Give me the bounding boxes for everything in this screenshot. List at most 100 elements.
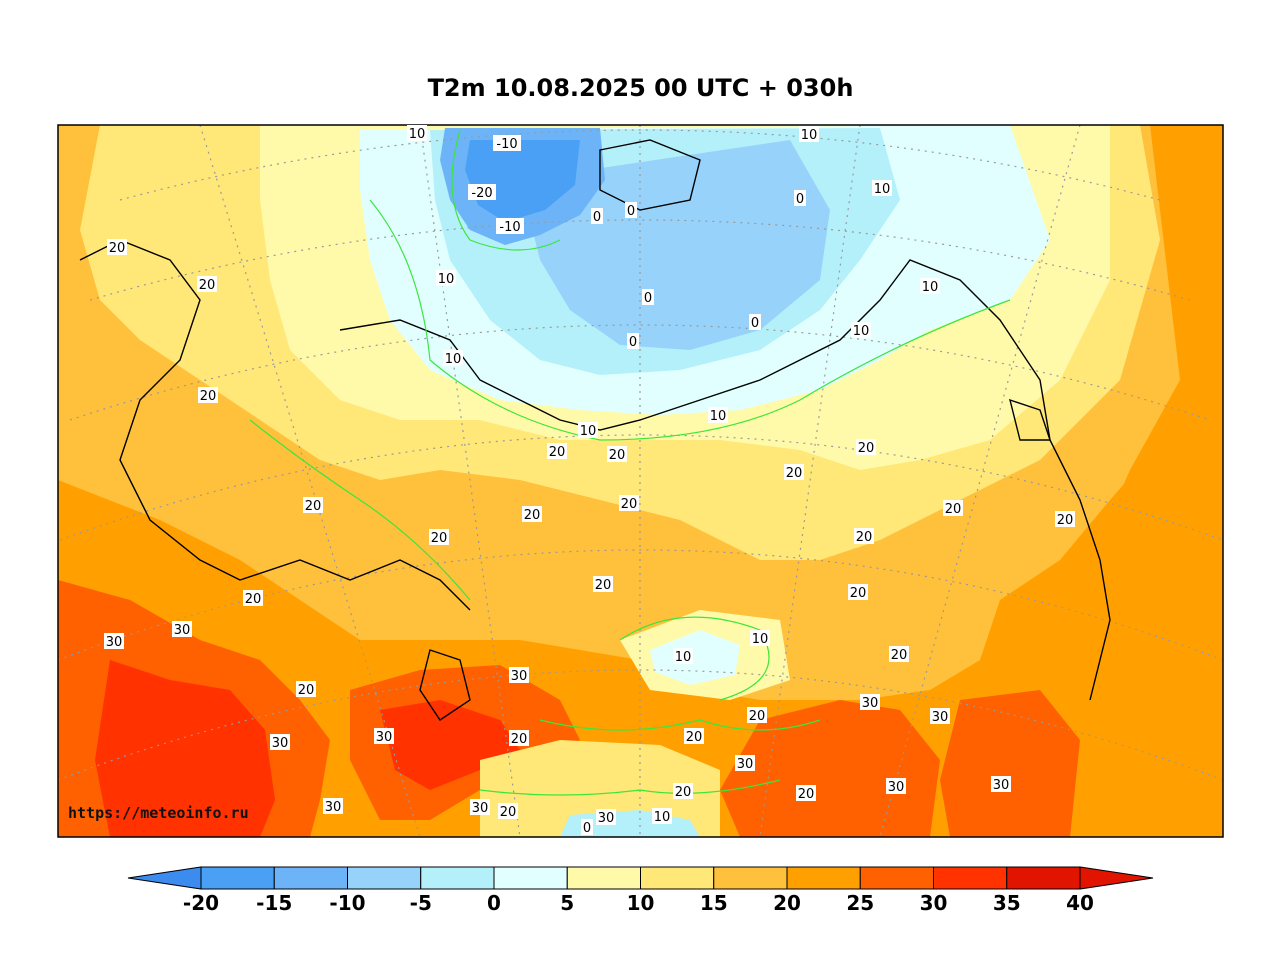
map-fields: [58, 125, 1223, 837]
contour-label: 20: [749, 709, 766, 724]
contour-label-bg: [889, 646, 909, 662]
contour-label-bg: [509, 667, 529, 683]
colorbar-cell: [566, 866, 641, 890]
contour-label: 30: [174, 623, 191, 638]
contour-label: 10: [710, 409, 727, 424]
contour-label: 10: [922, 280, 939, 295]
contour-labels: 10 -10 -20 -10 0 0 10 10 0 20 20 10 0 10 0 10 0 10 20 10 10 2…: [104, 125, 1075, 836]
contour-label: 10: [409, 127, 426, 142]
contour-label: -10: [496, 137, 517, 152]
colorbar-tick-label: -5: [410, 891, 432, 915]
contour-label-bg: [270, 734, 290, 750]
watermark: https://meteoinfo.ru: [68, 804, 249, 822]
field-minus5-0: [520, 140, 830, 350]
colorbar-cells: [200, 866, 1081, 890]
graticule: [58, 125, 1223, 837]
contour-label: 10: [438, 272, 455, 287]
field-35-40-west: [95, 660, 275, 837]
contour-label-bg: [496, 218, 524, 234]
colorbar-cell: [713, 866, 788, 890]
contour-label-bg: [1055, 511, 1075, 527]
colorbar-cell: [200, 866, 275, 890]
contour-label-bg: [860, 694, 880, 710]
contour-label-bg: [794, 190, 806, 206]
field-30-35-east: [720, 700, 940, 837]
colorbar-tick-label: 30: [920, 891, 948, 915]
contour-label: 20: [524, 508, 541, 523]
contour-label-bg: [493, 135, 521, 151]
colorbar-tick-label: 0: [487, 891, 501, 915]
contour-label-bg: [593, 576, 613, 592]
contour-label-bg: [851, 322, 871, 338]
contour-label-bg: [578, 422, 598, 438]
contour-label-bg: [509, 730, 529, 746]
contour-label-bg: [930, 708, 950, 724]
contour-label-bg: [854, 528, 874, 544]
contour-label-bg: [591, 208, 603, 224]
contour-label: -10: [499, 220, 520, 235]
contour-label-bg: [735, 755, 755, 771]
colorbar-cell: [347, 866, 422, 890]
map-title: T2m 10.08.2025 00 UTC + 030h: [427, 74, 854, 102]
contour-label: -20: [471, 186, 492, 201]
contour-label-bg: [991, 776, 1011, 792]
colorbar-tick-label: 40: [1066, 891, 1094, 915]
contour-label-bg: [197, 276, 217, 292]
isolines: [249, 129, 1011, 796]
colorbar-cell: [420, 866, 495, 890]
contour-label: 20: [200, 389, 217, 404]
colorbar-tick-label: -10: [329, 891, 365, 915]
colorbar-cell: [273, 866, 348, 890]
contour-label-bg: [547, 443, 567, 459]
map-frame: [57, 124, 1224, 838]
contour-label-bg: [296, 681, 316, 697]
contour-label: 10: [853, 324, 870, 339]
field-cool-mongolia-core: [650, 630, 740, 685]
contour-label-bg: [243, 590, 263, 606]
contour-label-bg: [407, 125, 427, 141]
contour-label: 20: [511, 732, 528, 747]
contour-label: 20: [786, 466, 803, 481]
contour-label: 0: [644, 291, 652, 306]
contour-label: 10: [874, 182, 891, 197]
contour-label-bg: [673, 783, 693, 799]
contour-label: 20: [500, 805, 517, 820]
contour-label: 20: [1057, 513, 1074, 528]
contour-label: 20: [199, 278, 216, 293]
contour-label: 10: [801, 128, 818, 143]
contour-label: 20: [109, 241, 126, 256]
colorbar-cell: [859, 866, 934, 890]
contour-label: 30: [472, 801, 489, 816]
contour-label: 20: [431, 531, 448, 546]
contour-label-bg: [796, 785, 816, 801]
contour-label: 0: [583, 821, 591, 836]
contour-label-bg: [684, 728, 704, 744]
contour-label-bg: [470, 799, 490, 815]
contour-label-bg: [856, 439, 876, 455]
contour-label-bg: [104, 633, 124, 649]
contour-label-bg: [443, 350, 463, 366]
contour-label-bg: [799, 126, 819, 142]
contour-label-bg: [323, 798, 343, 814]
contour-label-bg: [749, 314, 761, 330]
contour-label: 10: [580, 424, 597, 439]
contour-label: 0: [629, 335, 637, 350]
colorbar-tick-label: 35: [993, 891, 1021, 915]
contour-label: 20: [858, 441, 875, 456]
contour-label: 20: [609, 448, 626, 463]
contour-label: 30: [376, 730, 393, 745]
colorbar-tick-label: 5: [560, 891, 574, 915]
contour-label-bg: [436, 270, 456, 286]
contour-label-bg: [784, 464, 804, 480]
contour-label-bg: [886, 778, 906, 794]
contour-label-bg: [374, 728, 394, 744]
colorbar-ticks: -20 -15 -10 -5 0 5 10 15 20 25 30 35 40: [183, 891, 1094, 915]
contour-label-bg: [581, 819, 593, 835]
contour-label: 20: [850, 586, 867, 601]
contour-label: 20: [856, 530, 873, 545]
contour-label: 0: [593, 210, 601, 225]
contour-label-bg: [172, 621, 192, 637]
colorbar-cell: [786, 866, 861, 890]
contour-label: 30: [511, 669, 528, 684]
